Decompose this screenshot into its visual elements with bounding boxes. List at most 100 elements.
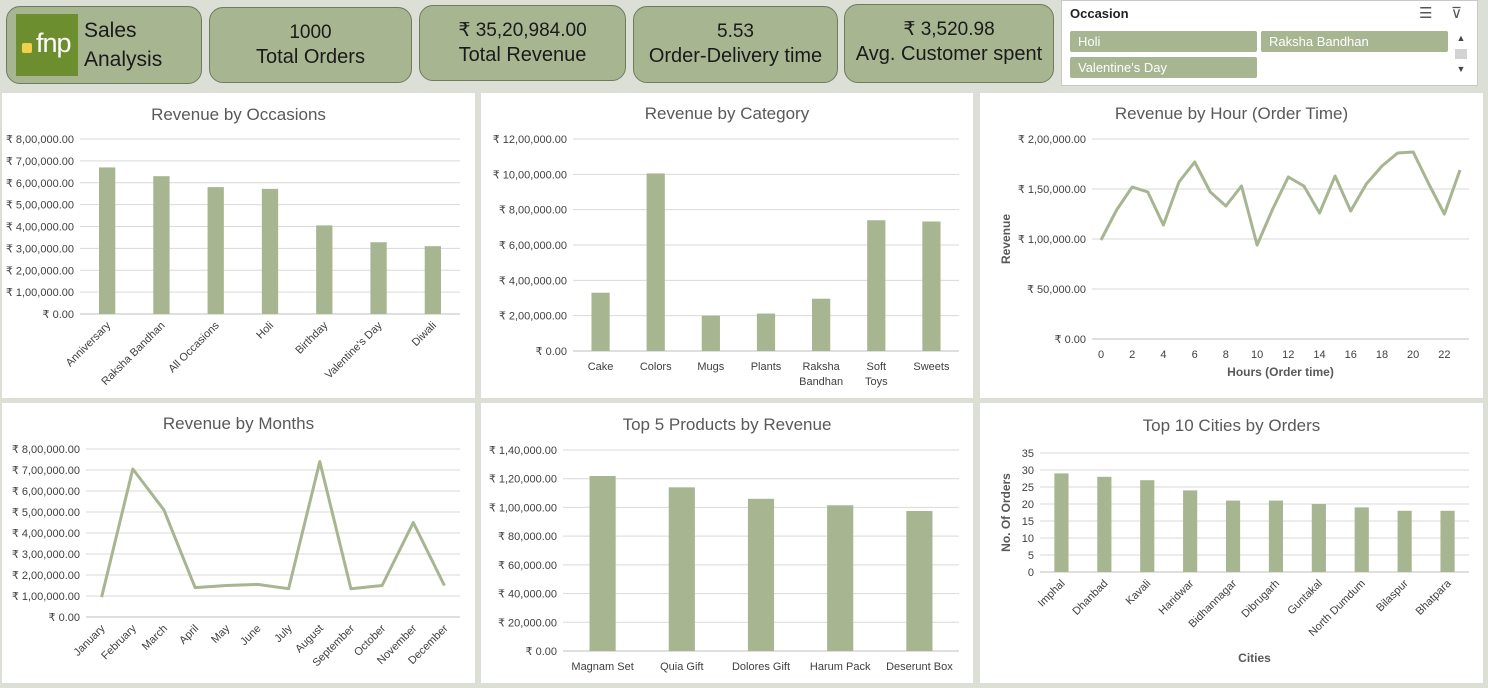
y-tick-label: ₹ 50,000.00	[1027, 284, 1086, 296]
x-tick-label: 2	[1129, 349, 1135, 361]
y-tick-label: ₹ 12,00,000.00	[493, 134, 567, 146]
x-tick-label: February	[99, 622, 139, 662]
bar	[1140, 480, 1155, 572]
kpi-label: Avg. Customer spent	[855, 43, 1043, 65]
bar	[827, 505, 854, 651]
y-tick-label: ₹ 1,00,000.00	[489, 502, 557, 514]
y-tick-label: ₹ 1,00,000.00	[12, 591, 80, 603]
x-tick-label: Sweets	[913, 361, 950, 373]
y-tick-label: ₹ 60,000.00	[498, 560, 557, 572]
x-tick-label: 20	[1407, 349, 1419, 361]
slicer-item-valentines-day[interactable]: Valentine's Day	[1070, 57, 1257, 78]
scroll-down-icon[interactable]: ▼	[1456, 64, 1466, 74]
y-tick-label: ₹ 5,00,000.00	[12, 507, 80, 519]
kpi-value: ₹ 3,520.98	[903, 19, 995, 40]
x-tick-label: Diwali	[410, 320, 439, 349]
chart-panel-hour: Revenue by Hour (Order Time) ₹ 0.00 ₹ 50,0…	[980, 93, 1483, 398]
brand-card: fnp Sales Analysis	[6, 6, 202, 84]
bar	[867, 220, 886, 351]
clear-filter-icon[interactable]: ⊽	[1451, 5, 1462, 22]
y-tick-label: ₹ 3,00,000.00	[12, 549, 80, 561]
x-tick-label: Plants	[751, 361, 782, 373]
bar	[1440, 510, 1455, 572]
bar	[1183, 490, 1198, 572]
kpi-label: Total Revenue	[458, 44, 587, 66]
y-tick-label: ₹ 8,00,000.00	[499, 205, 567, 217]
slicer-title: Occasion	[1070, 6, 1129, 21]
bar	[922, 221, 941, 351]
x-tick-label: Colors	[640, 361, 672, 373]
x-tick-label: July	[272, 622, 295, 645]
kpi-value: 1000	[289, 22, 332, 43]
bar	[1225, 500, 1241, 572]
bar	[1397, 510, 1412, 572]
x-tick-label: Deserunt Box	[886, 661, 953, 673]
y-tick-label: ₹ 4,00,000.00	[12, 528, 80, 540]
x-tick-label: 22	[1438, 349, 1450, 361]
y-tick-label: ₹ 0.00	[526, 646, 557, 658]
x-tick-label: Holi	[254, 320, 276, 342]
kpi-avg-spent: ₹ 3,520.98 Avg. Customer spent	[844, 4, 1054, 83]
x-tick-label: Cake	[588, 361, 614, 373]
bar	[1311, 504, 1326, 572]
bar	[812, 298, 831, 351]
y-tick-label: ₹ 7,00,000.00	[12, 465, 80, 477]
slicer-scrollbar[interactable]: ▲ ▼	[1453, 30, 1469, 77]
chart-top-cities: Top 10 Cities by Orders 0 5 10 15 20 25 30 35 Imp…	[999, 416, 1469, 665]
x-axis-title: Hours (Order time)	[1227, 365, 1334, 379]
y-tick-label: ₹ 0.00	[536, 346, 567, 358]
bar	[1268, 500, 1284, 572]
bar	[668, 487, 695, 651]
x-tick-label: 10	[1251, 349, 1263, 361]
y-tick-label: ₹ 3,00,000.00	[6, 243, 74, 255]
x-tick-label: Mugs	[697, 361, 724, 373]
y-tick-label: 25	[1022, 482, 1034, 494]
y-tick-label: ₹ 1,00,000.00	[6, 287, 74, 299]
chart-revenue-by-hour: Revenue by Hour (Order Time) ₹ 0.00 ₹ 50,0…	[999, 104, 1469, 379]
bar	[591, 292, 610, 351]
bar	[424, 246, 441, 314]
y-tick-label: ₹ 5,00,000.00	[6, 200, 74, 212]
y-tick-label: ₹ 20,000.00	[498, 617, 557, 629]
series-line	[1099, 150, 1462, 247]
y-tick-label: 0	[1028, 567, 1034, 579]
bar	[1097, 476, 1112, 572]
chart-panel-category: Revenue by Category ₹ 0.00 ₹ 2,00,000.00 ₹ …	[481, 93, 973, 398]
x-tick-label: Soft Toys	[865, 361, 888, 388]
kpi-label: Order-Delivery time	[648, 45, 823, 67]
y-tick-label: ₹ 80,000.00	[498, 531, 557, 543]
bar	[747, 498, 775, 651]
kpi-value: ₹ 35,20,984.00	[458, 20, 587, 41]
bar	[261, 188, 279, 314]
slicer-item-raksha-bandhan[interactable]: Raksha Bandhan	[1261, 31, 1448, 52]
y-tick-label: ₹ 2,00,000.00	[499, 311, 567, 323]
chart-revenue-by-category: Revenue by Category ₹ 0.00 ₹ 2,00,000.00 ₹ …	[493, 104, 959, 388]
kpi-value: 5.53	[717, 21, 754, 42]
scroll-up-icon[interactable]: ▲	[1456, 33, 1466, 43]
chart-panel-cities: Top 10 Cities by Orders 0 5 10 15 20 25 30 35 Imp…	[980, 403, 1483, 683]
bar	[646, 173, 665, 351]
x-tick-label: Birthday	[293, 319, 330, 356]
chart-title: Top 5 Products by Revenue	[623, 415, 832, 434]
y-tick-label: ₹ 1,00,000.00	[1018, 234, 1086, 246]
kpi-label: Total Orders	[256, 46, 365, 68]
chart-title: Top 10 Cities by Orders	[1143, 416, 1321, 435]
y-tick-label: 30	[1022, 465, 1034, 477]
chart-title: Revenue by Category	[645, 104, 810, 123]
kpi-delivery-time: 5.53 Order-Delivery time	[633, 6, 838, 83]
bar	[701, 315, 720, 351]
occasion-slicer[interactable]: Occasion ☰ ⊽ Holi Raksha Bandhan Valenti…	[1061, 0, 1478, 86]
kpi-total-orders: 1000 Total Orders	[209, 7, 412, 83]
y-tick-label: 10	[1022, 533, 1034, 545]
scroll-thumb[interactable]	[1455, 49, 1467, 59]
y-tick-label: ₹ 6,00,000.00	[499, 240, 567, 252]
multi-select-icon[interactable]: ☰	[1419, 5, 1433, 22]
y-tick-label: ₹ 7,00,000.00	[6, 156, 74, 168]
chart-revenue-by-months: Revenue by Months ₹ 0.00 ₹ 1,00,000.00 ₹ 2,…	[12, 414, 460, 669]
x-tick-label: Dhanbad	[1070, 578, 1110, 618]
slicer-item-holi[interactable]: Holi	[1070, 31, 1257, 52]
x-axis-title: Cities	[1238, 651, 1271, 665]
x-tick-label: April	[177, 623, 201, 647]
y-tick-label: 5	[1028, 550, 1034, 562]
y-tick-label: ₹ 10,00,000.00	[493, 169, 567, 181]
